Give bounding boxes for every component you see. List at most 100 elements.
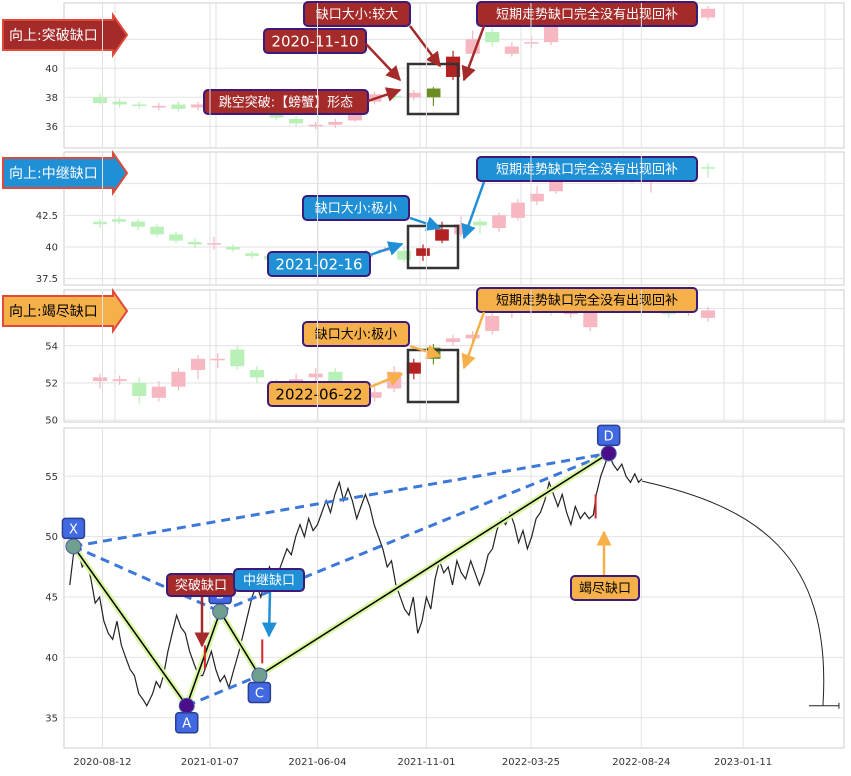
candle-body (435, 229, 449, 241)
candle-body (210, 358, 225, 361)
gap-annotation-label-box (570, 575, 640, 601)
candle-body (485, 316, 500, 331)
pattern-dashed-line (72, 544, 221, 613)
gap-trend-label-box (476, 156, 698, 182)
pattern-point-label: X (69, 522, 78, 537)
gap-type-banner (2, 11, 129, 59)
y-tick-label: 52 (45, 378, 58, 389)
candle-body (112, 219, 126, 222)
candle-body (171, 371, 186, 387)
y-tick-label: 42.5 (36, 211, 58, 222)
gap-trend-label-box (476, 1, 698, 27)
gap-annotation-label: 竭尽缺口 (579, 582, 631, 597)
pattern-point-label: D (604, 429, 614, 444)
panel-frame (63, 151, 845, 286)
pattern-label-box (203, 89, 369, 115)
gap-size-arrow (409, 216, 442, 231)
gap-size-arrow (409, 25, 441, 68)
candle-body (492, 215, 506, 228)
y-tick-label: 38 (45, 93, 58, 104)
gap-trend-label-box (476, 287, 698, 313)
gap-trend-label: 短期走势缺口完全没有出现回补 (496, 293, 678, 309)
gap-trend-label: 短期走势缺口完全没有出现回补 (496, 162, 678, 178)
projection-arc (641, 480, 825, 706)
pattern-dashed-line (219, 451, 610, 613)
x-tick-label: 2020-08-12 (73, 757, 131, 768)
candle-body (169, 234, 183, 241)
gap-type-banner (2, 149, 129, 197)
gap-date-arrow (365, 43, 402, 82)
candle-body (308, 124, 323, 127)
y-tick-label: 36 (45, 122, 58, 133)
candle-body (230, 349, 245, 367)
y-tick-label: 50 (45, 532, 58, 543)
pattern-point-b (212, 603, 229, 620)
pattern-point-label-box (61, 517, 86, 540)
pattern-point-a (178, 697, 195, 714)
candle-body (112, 101, 127, 105)
y-tick-label: 55 (45, 472, 58, 483)
candle-body (416, 248, 430, 256)
gap-date-label: 2020-11-10 (271, 32, 358, 50)
candle-body (308, 373, 323, 378)
pattern-dashed-line (73, 451, 609, 548)
candle-body (171, 104, 186, 109)
gap-size-label-box (302, 321, 410, 347)
candle-body (700, 310, 716, 318)
x-tick-label: 2023-01-11 (714, 757, 772, 768)
candle-body (397, 250, 411, 260)
candle-body (328, 121, 343, 125)
candle-body (249, 369, 264, 378)
gap-date-label: 2022-06-22 (275, 385, 362, 403)
gap-size-label-box (303, 1, 411, 27)
candle-body (530, 193, 544, 202)
pattern-point-label: C (255, 687, 264, 702)
gap-trend-label: 短期走势缺口完全没有出现回补 (496, 7, 678, 23)
pattern-point-label-box (174, 711, 199, 734)
y-tick-label: 40 (45, 653, 58, 664)
pattern-point-x (65, 538, 82, 555)
candle-body (112, 379, 127, 382)
gap-type-banner (2, 287, 129, 335)
gap-size-label: 缺口大小:较大 (316, 8, 398, 23)
gap-date-label-box (263, 28, 367, 54)
pattern-dashed-line (186, 674, 260, 708)
pattern-leg (186, 611, 221, 706)
y-tick-label: 35 (45, 713, 58, 724)
candle-body (701, 167, 715, 169)
gap-date-label-box (267, 381, 371, 407)
candle-body (367, 392, 382, 398)
candle-body (132, 104, 147, 106)
price-line (69, 451, 643, 707)
gap-trend-arrow (461, 181, 486, 240)
gap-size-label: 缺口大小:极小 (315, 328, 397, 343)
candle-body (454, 224, 468, 235)
candle-body (473, 221, 487, 226)
candle-body (150, 226, 164, 235)
candle-body (191, 104, 206, 108)
gap-annotation-arrow (261, 590, 277, 638)
pattern-point-d (600, 445, 617, 462)
candle-body (445, 338, 461, 343)
candle-body (93, 221, 107, 225)
candle-body (191, 358, 206, 370)
y-tick-label: 37.5 (36, 274, 58, 285)
gap-trend-arrow (461, 25, 486, 82)
gap-size-arrow (409, 344, 442, 359)
candle-body (445, 56, 461, 77)
gap-date-label-box (267, 251, 371, 277)
gap-annotation-label-box (233, 568, 305, 592)
gap-annotation-label: 中继缺口 (243, 574, 295, 589)
pattern-point-label-box (596, 424, 621, 447)
x-tick-label: 2021-11-01 (397, 757, 455, 768)
candle-body (226, 247, 240, 250)
candle-body (188, 241, 202, 245)
candle-body (132, 382, 147, 396)
candle-body (92, 377, 108, 382)
gap-date-arrow (369, 241, 404, 257)
pattern-label: 跳空突破:【螃蟹】形态 (219, 95, 353, 111)
y-tick-label: 40 (45, 64, 58, 75)
y-tick-label: 45 (45, 593, 58, 604)
